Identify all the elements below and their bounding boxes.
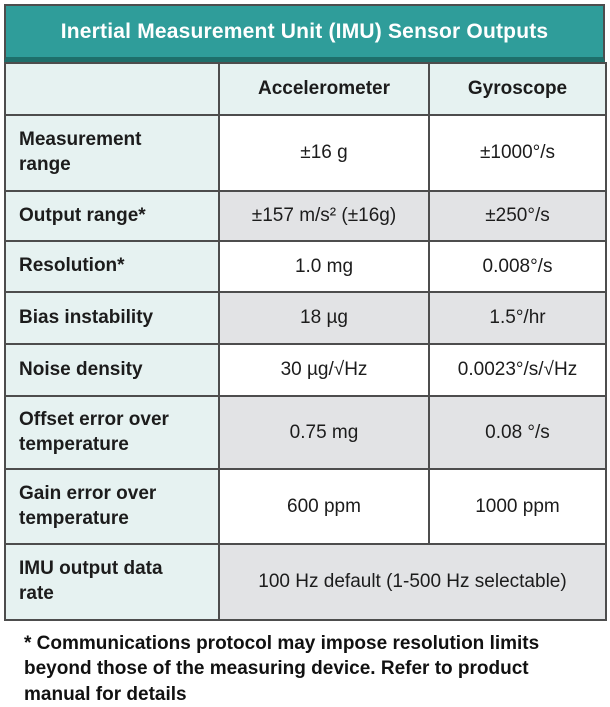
cell-measurement-range-gyroscope: ±1000°/s (428, 114, 607, 192)
column-header-accelerometer: Accelerometer (218, 62, 430, 116)
table-row-noise-density: Noise density 30 µg/√Hz 0.0023°/s/√Hz (4, 343, 607, 397)
cell-imu-output-data-rate: 100 Hz default (1-500 Hz selectable) (218, 543, 607, 621)
row-label-resolution: Resolution* (4, 240, 220, 293)
cell-measurement-range-accelerometer: ±16 g (218, 114, 430, 192)
row-label-bias-instability: Bias instability (4, 291, 220, 345)
row-label-noise-density: Noise density (4, 343, 220, 397)
column-header-gyroscope: Gyroscope (428, 62, 607, 116)
table-row-offset-error: Offset error over temperature 0.75 mg 0.… (4, 395, 607, 470)
row-label-offset-error: Offset error over temperature (4, 395, 220, 470)
header-row: Accelerometer Gyroscope (4, 62, 607, 116)
column-header-blank (4, 62, 220, 116)
cell-gain-error-gyroscope: 1000 ppm (428, 468, 607, 545)
cell-output-range-gyroscope: ±250°/s (428, 190, 607, 242)
cell-offset-error-gyroscope: 0.08 °/s (428, 395, 607, 470)
cell-noise-density-accelerometer: 30 µg/√Hz (218, 343, 430, 397)
row-label-imu-output-data-rate: IMU output data rate (4, 543, 220, 621)
cell-gain-error-accelerometer: 600 ppm (218, 468, 430, 545)
table-row-bias-instability: Bias instability 18 µg 1.5°/hr (4, 291, 607, 345)
imu-spec-table: Inertial Measurement Unit (IMU) Sensor O… (4, 4, 607, 621)
row-label-measurement-range: Measurement range (4, 114, 220, 192)
table-row-gain-error: Gain error over temperature 600 ppm 1000… (4, 468, 607, 545)
table-row-measurement-range: Measurement range ±16 g ±1000°/s (4, 114, 607, 192)
cell-resolution-gyroscope: 0.008°/s (428, 240, 607, 293)
row-label-output-range: Output range* (4, 190, 220, 242)
cell-output-range-accelerometer: ±157 m/s² (±16g) (218, 190, 430, 242)
cell-offset-error-accelerometer: 0.75 mg (218, 395, 430, 470)
table-title-bar: Inertial Measurement Unit (IMU) Sensor O… (4, 4, 605, 62)
table-row-resolution: Resolution* 1.0 mg 0.008°/s (4, 240, 607, 293)
footnote-resolution-limits: * Communications protocol may impose res… (24, 633, 540, 705)
table-row-imu-output-data-rate: IMU output data rate 100 Hz default (1-5… (4, 543, 607, 621)
spec-table: Accelerometer Gyroscope Measurement rang… (4, 62, 607, 621)
cell-noise-density-gyroscope: 0.0023°/s/√Hz (428, 343, 607, 397)
row-label-gain-error: Gain error over temperature (4, 468, 220, 545)
table-row-output-range: Output range* ±157 m/s² (±16g) ±250°/s (4, 190, 607, 242)
cell-resolution-accelerometer: 1.0 mg (218, 240, 430, 293)
table-title: Inertial Measurement Unit (IMU) Sensor O… (60, 19, 549, 43)
cell-bias-instability-gyroscope: 1.5°/hr (428, 291, 607, 345)
cell-bias-instability-accelerometer: 18 µg (218, 291, 430, 345)
